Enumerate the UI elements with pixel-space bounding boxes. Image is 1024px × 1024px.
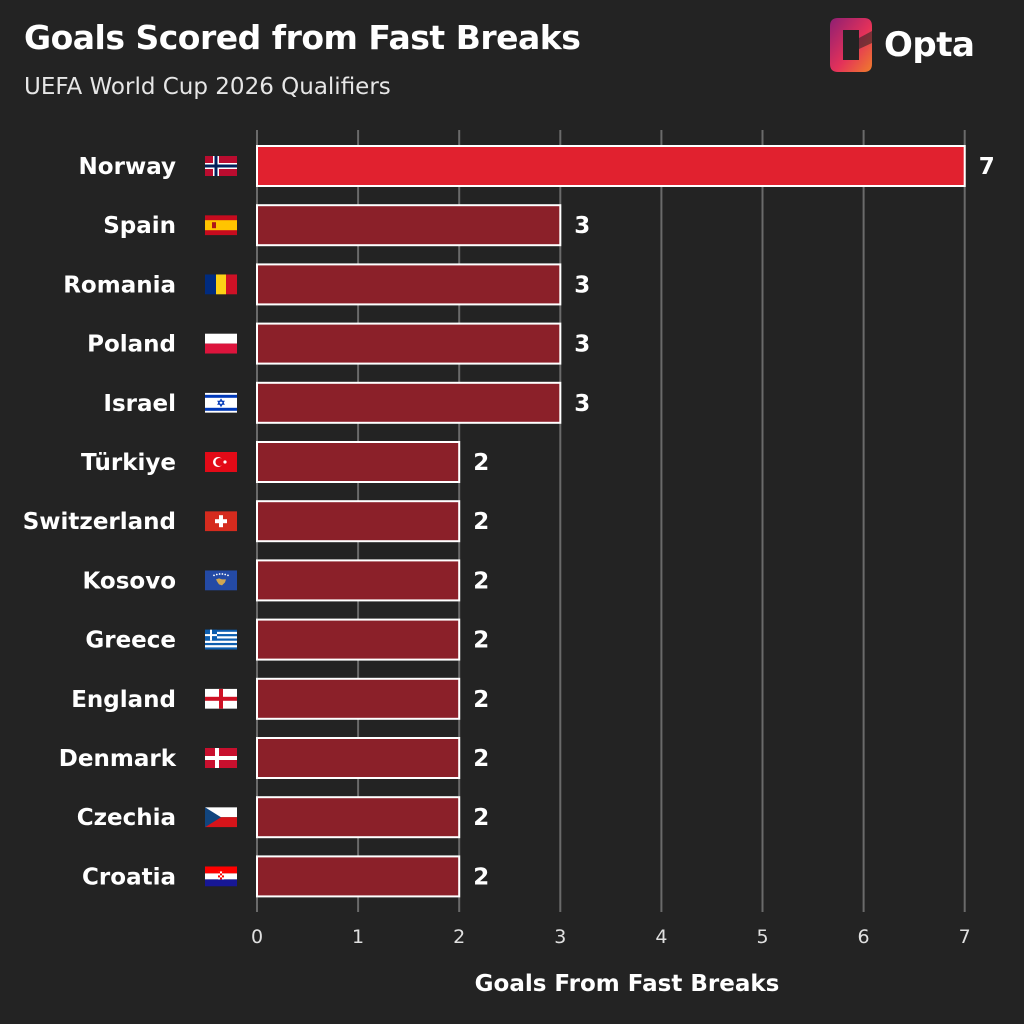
x-axis: 0 1 2 3 4 5 6 7	[251, 926, 971, 948]
category-label: Greece	[85, 628, 176, 654]
category-label: Kosovo	[82, 568, 176, 594]
x-tick-label: 5	[756, 926, 768, 948]
flags	[205, 156, 237, 887]
value-label: 2	[473, 746, 489, 772]
value-label: 2	[473, 864, 489, 890]
value-label: 2	[473, 687, 489, 713]
bar	[256, 263, 562, 306]
croatia-flag-icon	[205, 866, 237, 887]
value-label: 2	[473, 450, 489, 476]
value-label: 3	[574, 213, 590, 239]
x-tick-label: 4	[655, 926, 667, 948]
opta-wordmark: Opta	[884, 25, 975, 65]
category-label: Denmark	[59, 746, 177, 772]
bar	[256, 441, 461, 483]
x-tick-label: 7	[959, 926, 971, 948]
israel-flag-icon	[205, 392, 237, 413]
bar	[256, 322, 562, 365]
romania-flag-icon	[205, 274, 237, 295]
bar	[256, 559, 461, 602]
kosovo-flag-icon	[205, 570, 237, 591]
category-label: Poland	[87, 332, 176, 358]
opta-logo-icon	[830, 18, 872, 72]
poland-flag-icon	[205, 333, 237, 354]
value-labels: 7 3 3 3 3 2 2 2 2 2 2 2 2	[473, 154, 995, 890]
switzerland-flag-icon	[205, 511, 237, 532]
value-label: 2	[473, 805, 489, 831]
bar	[256, 855, 461, 898]
turkiye-flag-icon	[205, 452, 237, 472]
bar	[256, 677, 461, 720]
denmark-flag-icon	[205, 748, 237, 768]
value-label: 3	[574, 332, 590, 358]
bar	[256, 381, 562, 424]
value-label: 2	[473, 509, 489, 535]
norway-flag-icon	[205, 156, 237, 176]
bar	[256, 618, 461, 661]
value-label: 7	[979, 154, 995, 180]
category-label: Spain	[103, 213, 176, 239]
category-label: England	[71, 687, 176, 713]
x-tick-label: 3	[554, 926, 566, 948]
x-tick-label: 2	[453, 926, 465, 948]
bar	[256, 796, 461, 839]
value-label: 2	[473, 568, 489, 594]
category-label: Israel	[103, 391, 176, 417]
value-label: 3	[574, 391, 590, 417]
bar	[256, 145, 966, 187]
x-axis-title: Goals From Fast Breaks	[475, 971, 780, 997]
bars	[256, 145, 966, 898]
bar	[256, 737, 461, 779]
x-tick-label: 6	[858, 926, 870, 948]
england-flag-icon	[205, 688, 237, 709]
category-label: Czechia	[77, 805, 176, 831]
category-label: Croatia	[82, 864, 176, 890]
spain-flag-icon	[205, 215, 237, 236]
x-tick-label: 0	[251, 926, 263, 948]
czechia-flag-icon	[205, 807, 237, 828]
category-label: Romania	[63, 272, 176, 298]
value-label: 3	[574, 272, 590, 298]
x-tick-label: 1	[352, 926, 364, 948]
bar	[256, 204, 562, 247]
category-labels: Norway Spain Romania Poland Israel Türkiye Swi…	[23, 154, 177, 890]
value-label: 2	[473, 628, 489, 654]
category-label: Norway	[79, 154, 176, 180]
category-label: Türkiye	[81, 450, 176, 476]
chart-title: Goals Scored from Fast Breaks	[24, 18, 581, 57]
chart-subtitle: UEFA World Cup 2026 Qualifiers	[24, 74, 391, 100]
category-label: Switzerland	[23, 509, 176, 535]
greece-flag-icon	[205, 629, 237, 650]
opta-logo: Opta	[828, 16, 975, 74]
bar	[256, 500, 461, 543]
